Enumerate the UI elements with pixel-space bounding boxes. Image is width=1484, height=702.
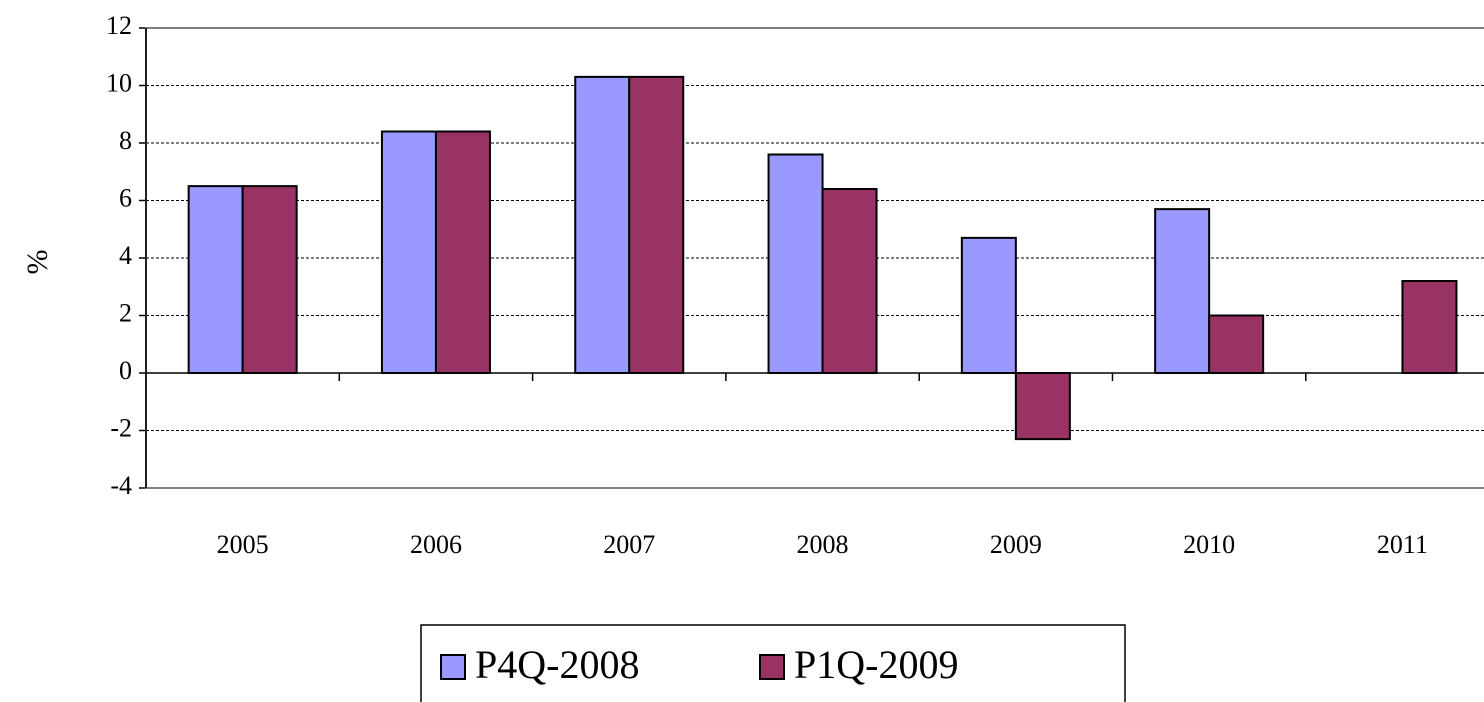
x-tick-label: 2009 [990, 530, 1042, 559]
bar [1208, 314, 1265, 374]
legend-swatch [759, 654, 785, 680]
bar [1014, 372, 1071, 441]
bar [767, 153, 824, 374]
x-tick-label: 2008 [797, 530, 849, 559]
bar [1401, 280, 1458, 374]
y-tick-label: 0 [119, 356, 132, 385]
bar [187, 185, 244, 374]
bar [628, 75, 685, 374]
legend-label: P4Q-2008 [475, 642, 639, 687]
bar [960, 236, 1017, 374]
y-tick-label: 12 [106, 11, 132, 40]
x-tick-label: 2006 [410, 530, 462, 559]
bar [241, 185, 298, 374]
y-tick-label: 6 [119, 183, 132, 212]
y-tick-label: 10 [106, 68, 132, 97]
legend-swatch [440, 654, 466, 680]
y-axis-label: % [21, 250, 54, 275]
bar [434, 130, 491, 374]
x-tick-label: 2005 [217, 530, 269, 559]
y-tick-label: 8 [119, 126, 132, 155]
bar [380, 130, 437, 374]
x-tick-label: 2010 [1183, 530, 1235, 559]
y-tick-label: 2 [119, 298, 132, 327]
y-tick-label: -2 [110, 413, 132, 442]
y-tick-label: 4 [119, 241, 132, 270]
x-tick-label: 2007 [603, 530, 655, 559]
bar [1154, 208, 1211, 374]
legend-label: P1Q-2009 [794, 642, 958, 687]
bar [574, 75, 631, 374]
bar [821, 188, 878, 374]
x-tick-label: 2011 [1377, 530, 1428, 559]
y-tick-label: -4 [110, 471, 132, 500]
